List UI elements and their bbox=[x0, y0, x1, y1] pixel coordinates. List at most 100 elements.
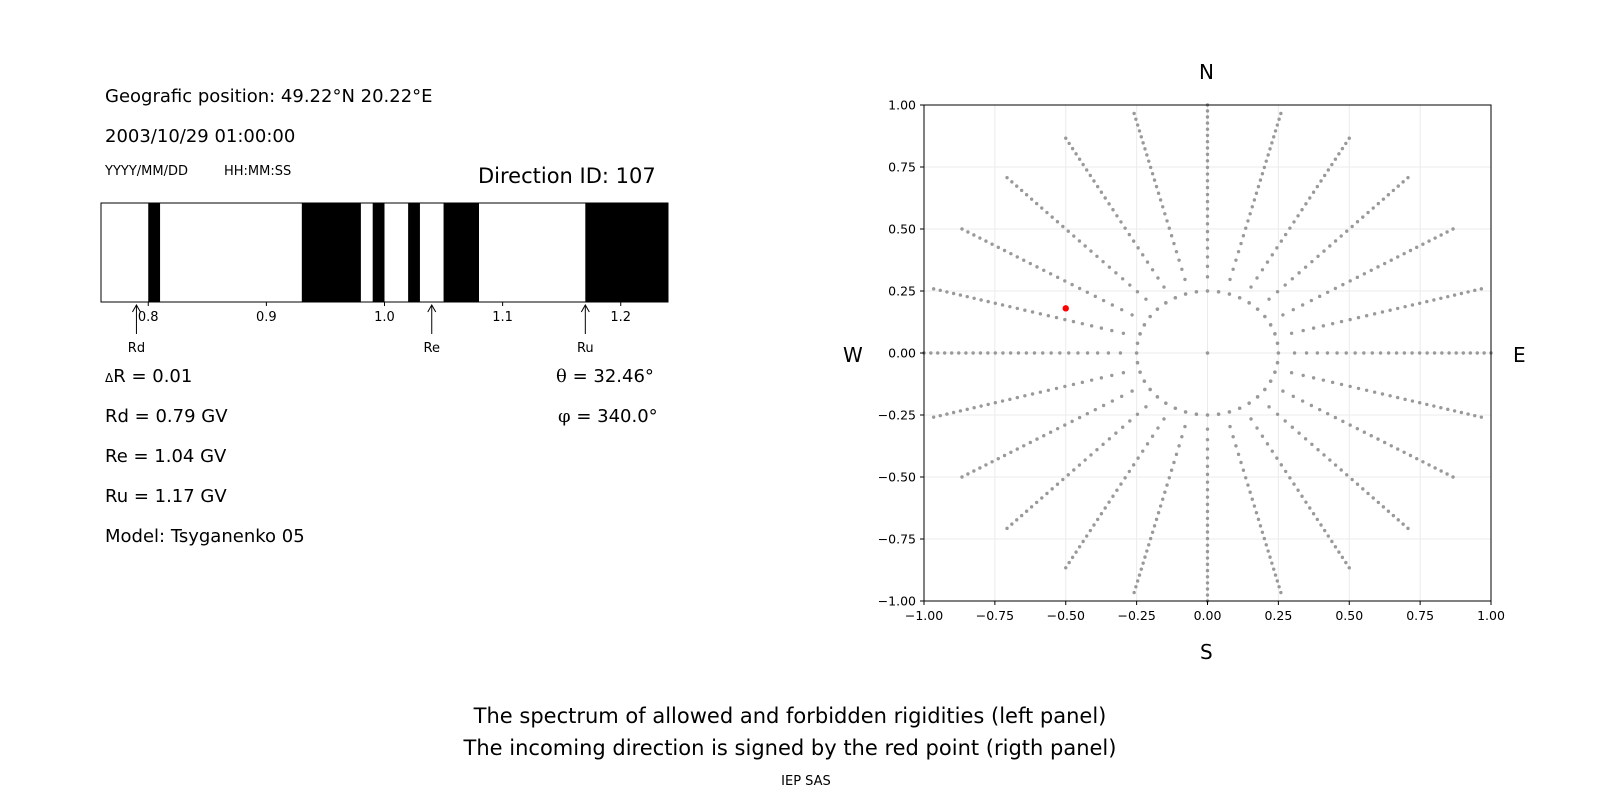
x-tick-label: 0.00 bbox=[1194, 608, 1222, 623]
direction-point bbox=[1141, 141, 1145, 145]
direction-point bbox=[1042, 268, 1046, 273]
direction-point bbox=[1139, 567, 1143, 571]
direction-point bbox=[1447, 351, 1451, 355]
direction-point bbox=[1089, 324, 1094, 328]
direction-point bbox=[1067, 560, 1071, 565]
forbidden-band bbox=[148, 203, 161, 302]
direction-point bbox=[1279, 463, 1284, 467]
direction-point bbox=[1237, 406, 1242, 411]
direction-point bbox=[1041, 351, 1045, 355]
direction-point bbox=[960, 475, 964, 479]
direction-point bbox=[1321, 324, 1326, 328]
y-tick-label: −0.50 bbox=[878, 470, 916, 485]
direction-point bbox=[1071, 382, 1076, 387]
direction-point bbox=[972, 233, 976, 237]
direction-point bbox=[1080, 321, 1085, 326]
direction-point bbox=[1322, 173, 1327, 178]
time-format-label: HH:MM:SS bbox=[224, 164, 292, 179]
direction-point bbox=[1015, 255, 1019, 259]
direction-point bbox=[1260, 172, 1265, 176]
direction-point bbox=[1277, 585, 1281, 589]
y-tick-label: 0.00 bbox=[888, 346, 916, 361]
theta-value: θ = 32.46° bbox=[556, 366, 654, 387]
direction-point bbox=[1103, 196, 1107, 200]
direction-point bbox=[1266, 549, 1270, 553]
x-tick-label: 0.25 bbox=[1264, 608, 1292, 623]
direction-point bbox=[1066, 229, 1070, 233]
direction-point bbox=[1070, 146, 1075, 151]
direction-point bbox=[1148, 165, 1153, 170]
x-tick-label: −0.25 bbox=[1117, 608, 1155, 623]
direction-point bbox=[986, 299, 990, 304]
spectrum-tick-label: 1.1 bbox=[492, 310, 513, 325]
direction-point bbox=[1115, 214, 1119, 218]
direction-point bbox=[1303, 265, 1308, 269]
direction-point bbox=[1173, 406, 1178, 411]
direction-point bbox=[1205, 237, 1210, 242]
direction-point bbox=[1145, 153, 1149, 157]
direction-point bbox=[1239, 241, 1243, 246]
direction-point bbox=[1055, 482, 1060, 486]
direction-point bbox=[1156, 276, 1160, 280]
direction-point bbox=[945, 290, 949, 294]
theta-text: = 32.46° bbox=[566, 366, 654, 387]
direction-point bbox=[1169, 468, 1174, 472]
direction-point bbox=[984, 463, 988, 467]
direction-point bbox=[1283, 469, 1288, 474]
direction-point bbox=[1256, 184, 1261, 189]
direction-point bbox=[1205, 562, 1210, 567]
direction-point bbox=[1101, 442, 1105, 447]
direction-point bbox=[1120, 307, 1124, 312]
direction-point bbox=[1127, 469, 1132, 474]
direction-point bbox=[1019, 513, 1024, 518]
direction-point bbox=[1247, 401, 1251, 405]
direction-point bbox=[1340, 146, 1345, 151]
direction-point bbox=[1139, 135, 1143, 139]
forbidden-band bbox=[301, 203, 361, 302]
direction-point bbox=[972, 469, 976, 473]
direction-point bbox=[1252, 198, 1257, 202]
direction-point bbox=[1322, 528, 1327, 533]
direction-point bbox=[1110, 373, 1114, 378]
direction-point bbox=[1194, 412, 1199, 417]
direction-point bbox=[1275, 246, 1279, 250]
direction-point bbox=[1247, 301, 1251, 305]
direction-point bbox=[1395, 306, 1400, 311]
direction-point bbox=[1260, 530, 1265, 534]
direction-point bbox=[1328, 458, 1332, 462]
direction-point bbox=[1156, 511, 1161, 515]
direction-point bbox=[1268, 555, 1272, 559]
direction-point bbox=[1156, 426, 1160, 430]
direction-point bbox=[1045, 491, 1049, 496]
direction-point bbox=[1386, 509, 1391, 513]
direction-point bbox=[1093, 407, 1098, 412]
direction-point bbox=[1417, 301, 1422, 305]
direction-point bbox=[1172, 460, 1176, 465]
marker-arrowhead bbox=[132, 303, 141, 313]
direction-point bbox=[1348, 423, 1352, 427]
direction-point bbox=[1061, 477, 1065, 482]
direction-point bbox=[1135, 360, 1140, 365]
direction-point bbox=[1344, 351, 1348, 355]
direction-point bbox=[1237, 295, 1242, 300]
direction-point bbox=[1290, 277, 1295, 281]
direction-point bbox=[1093, 294, 1098, 299]
rd-value: Rd = 0.79 GV bbox=[105, 406, 228, 427]
direction-point bbox=[1341, 282, 1345, 287]
direction-point bbox=[1085, 411, 1090, 416]
y-tick-label: 0.50 bbox=[888, 222, 916, 237]
direction-point bbox=[1205, 464, 1210, 469]
direction-point bbox=[1205, 199, 1210, 204]
direction-point bbox=[1381, 505, 1386, 509]
y-tick-label: −0.75 bbox=[878, 532, 916, 547]
direction-point bbox=[1345, 473, 1349, 477]
direction-point bbox=[1150, 268, 1155, 272]
direction-point bbox=[1279, 239, 1284, 243]
direction-point bbox=[1177, 258, 1181, 262]
direction-point bbox=[1310, 442, 1314, 447]
direction-point bbox=[1356, 315, 1361, 320]
direction-point bbox=[1024, 193, 1029, 197]
direction-point bbox=[1042, 433, 1046, 438]
direction-point bbox=[960, 227, 964, 231]
direction-point bbox=[1101, 259, 1105, 264]
